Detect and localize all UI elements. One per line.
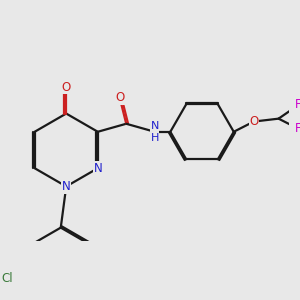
Text: N: N (93, 162, 102, 175)
Text: Cl: Cl (1, 272, 13, 285)
Text: O: O (249, 115, 258, 128)
Text: N
H: N H (151, 121, 159, 142)
Text: F: F (295, 98, 300, 111)
Text: O: O (115, 91, 124, 104)
Text: N: N (62, 180, 70, 193)
Text: F: F (295, 122, 300, 135)
Text: O: O (61, 81, 71, 94)
